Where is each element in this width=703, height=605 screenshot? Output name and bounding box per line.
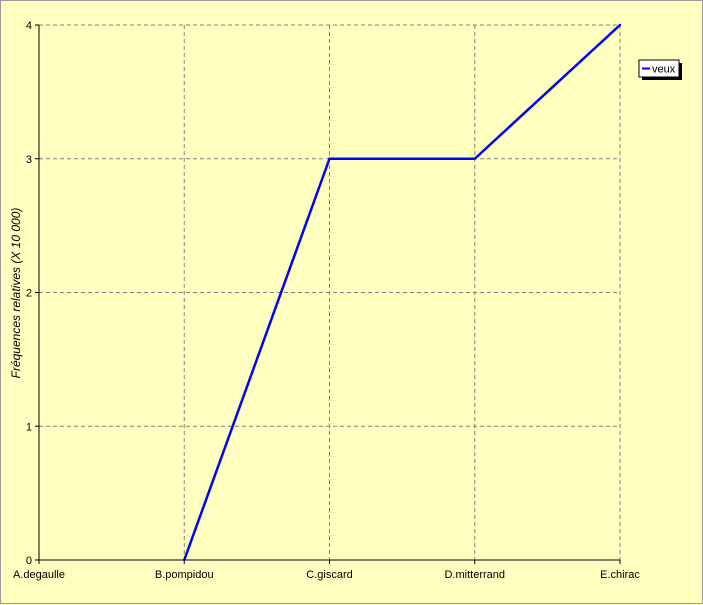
x-tick-label: C.giscard [306, 569, 352, 581]
y-tick-labels: 0 1 2 3 4 [26, 20, 32, 567]
data-point [473, 157, 476, 160]
axes [35, 24, 621, 564]
y-tick-label: 1 [26, 421, 32, 433]
data-point [328, 157, 331, 160]
y-axis-label: Fréquences relatives (X 10 000) [9, 208, 23, 379]
data-point [618, 23, 622, 27]
legend-label-veux: veux [652, 64, 676, 76]
legend-box [638, 59, 680, 78]
x-tick-labels: A.degaulle B.pompidou C.giscard D.mitterran… [13, 569, 640, 581]
data-point [183, 558, 186, 562]
x-tick-label: A.degaulle [13, 569, 65, 581]
grid-lines [39, 24, 621, 560]
x-tick-label: E.chirac [600, 569, 640, 581]
x-tick-label: B.pompidou [155, 569, 214, 581]
series-line-veux [183, 24, 621, 561]
x-tick-label: D.mitterrand [444, 569, 505, 581]
y-tick-label: 2 [26, 288, 32, 300]
y-tick-label: 4 [26, 20, 32, 32]
y-tick-label: 0 [26, 555, 32, 567]
y-tick-label: 3 [26, 154, 32, 166]
series-layer [183, 23, 622, 562]
legend: veux [638, 59, 682, 80]
